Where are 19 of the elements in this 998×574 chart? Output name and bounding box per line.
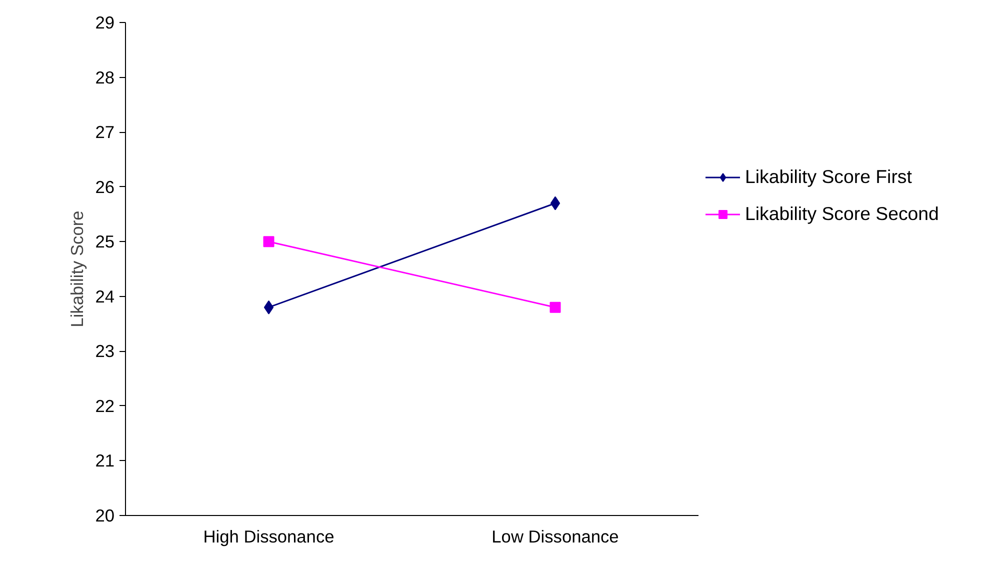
point bbox=[263, 236, 274, 248]
x-tick-label: Low Dissonance bbox=[492, 526, 619, 546]
y-tick-label: 20 bbox=[95, 506, 115, 526]
y-tick-label: 27 bbox=[95, 122, 115, 142]
y-tick-label: 29 bbox=[95, 12, 115, 32]
y-tick-label: 25 bbox=[95, 232, 115, 252]
point bbox=[264, 300, 274, 314]
point bbox=[550, 196, 560, 210]
y-tick-label: 28 bbox=[95, 67, 115, 88]
y-tick-label: 26 bbox=[95, 176, 115, 197]
y-tick-label: 21 bbox=[95, 450, 115, 471]
y-tick-label: 22 bbox=[95, 396, 115, 416]
legend-label: Likability Score First bbox=[745, 166, 912, 188]
y-tick-label: 24 bbox=[95, 286, 115, 306]
y-tick-label: 23 bbox=[95, 341, 115, 362]
x-tick-label: High Dissonance bbox=[203, 526, 334, 546]
y-axis-title: Likability Score bbox=[67, 210, 88, 328]
point bbox=[550, 302, 561, 313]
legend-label: Likability Score Second bbox=[745, 203, 939, 225]
